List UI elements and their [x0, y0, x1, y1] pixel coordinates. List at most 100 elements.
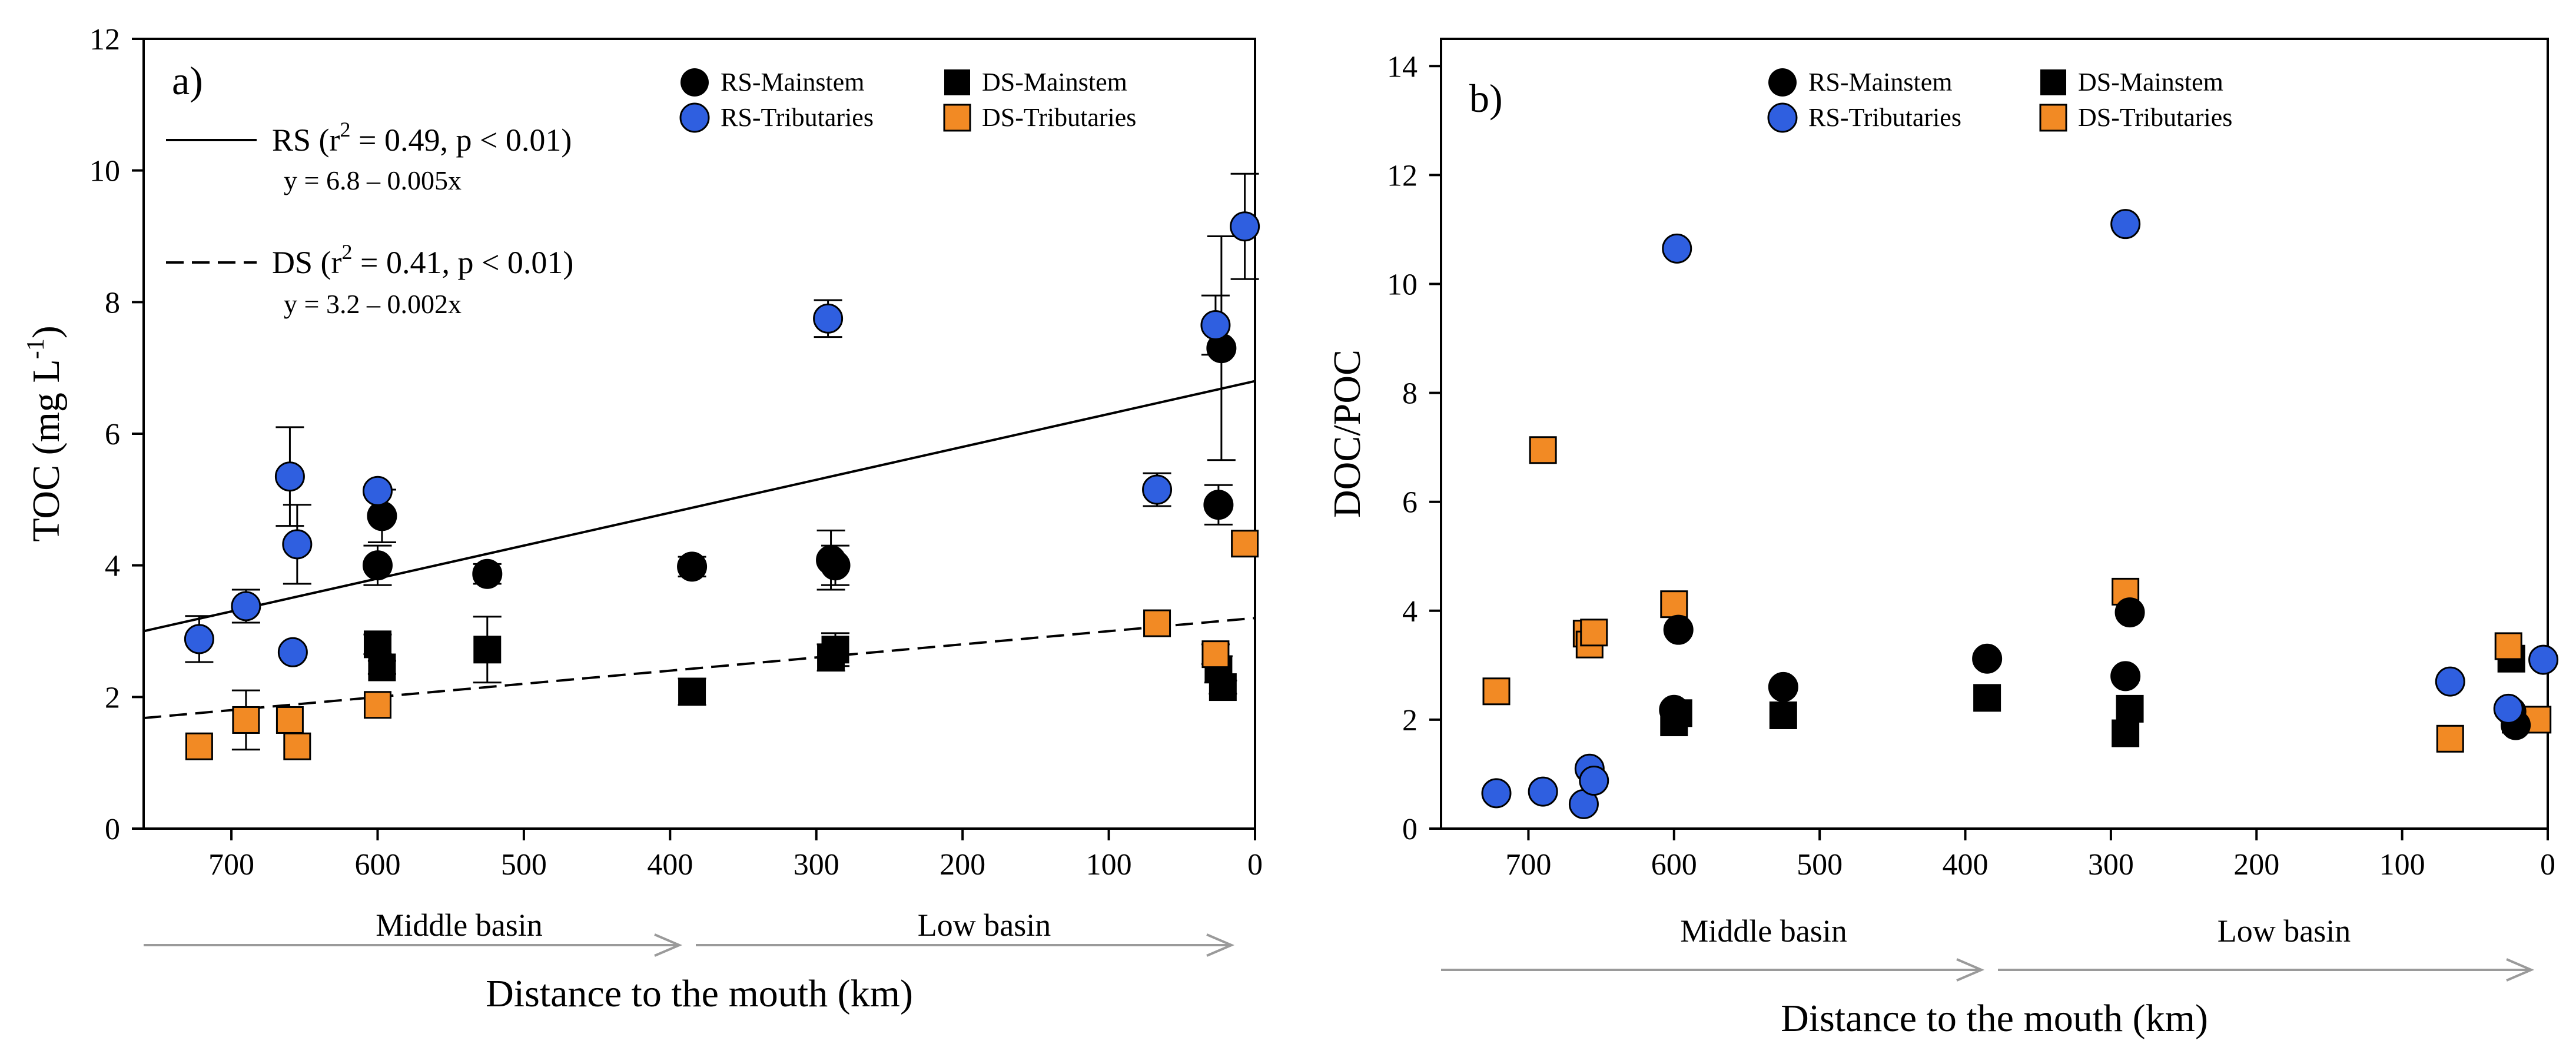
panel-b-x-axis-title: Distance to the mouth (km): [1781, 997, 2208, 1040]
legend-b-ds-tributaries-label: DS-Tributaries: [2078, 103, 2232, 132]
a-y-tick-label: 10: [89, 155, 120, 188]
regression-line-ds: [143, 617, 1256, 720]
data-point-ds-mainstem: [368, 653, 396, 681]
data-point-ds-tributaries: [1201, 640, 1230, 669]
data-point-rs-tributaries: [1481, 778, 1512, 809]
low-basin-label-b: Low basin: [2218, 913, 2351, 949]
panel-b-x-ticks: 700 600 500 400 300 200 100 0: [1505, 829, 2555, 882]
data-point-ds-tributaries: [363, 691, 391, 719]
middle-basin-label: Middle basin: [376, 907, 542, 943]
a-y-tick-label: 8: [105, 286, 120, 320]
data-point-rs-tributaries: [2110, 209, 2141, 240]
low-basin-arrowhead: [1206, 933, 1235, 957]
data-point-rs-tributaries: [1662, 233, 1692, 264]
data-point-rs-tributaries: [2528, 644, 2559, 675]
ds-fit-label: DS (r2 = 0.41, p < 0.01): [272, 240, 573, 280]
data-point-rs-mainstem: [2114, 597, 2145, 628]
data-point-ds-mainstem: [1973, 684, 2001, 712]
b-y-tick-label: 14: [1387, 50, 1418, 84]
legend-b-ds-mainstem-label: DS-Mainstem: [2078, 68, 2223, 97]
middle-basin-arrowhead: [654, 933, 683, 957]
data-point-rs-tributaries: [1579, 766, 1609, 796]
panel-a-basin-annotation: Middle basin Low basin: [144, 907, 1235, 957]
legend-ds-tributaries-marker: [943, 104, 971, 132]
data-point-ds-tributaries: [283, 732, 311, 760]
data-point-ds-tributaries: [1660, 590, 1688, 619]
legend-rs-tributaries-label: RS-Tributaries: [721, 103, 874, 132]
data-point-rs-tributaries: [231, 591, 261, 621]
data-point-rs-tributaries: [1200, 310, 1231, 340]
legend-rs-mainstem-label: RS-Mainstem: [721, 68, 864, 97]
data-point-rs-mainstem: [472, 558, 503, 589]
data-point-ds-tributaries: [1482, 677, 1511, 706]
data-point-rs-mainstem: [1203, 490, 1234, 520]
data-point-rs-tributaries: [274, 461, 305, 492]
panel-a-label: a): [172, 58, 203, 103]
panel-a-y-axis-title: TOC (mg L-1): [22, 325, 68, 541]
panel-b-data-points: [1481, 209, 2559, 819]
a-x-tick-label: 200: [940, 848, 985, 882]
b-x-tick-label: 500: [1797, 848, 1843, 882]
legend-ds-tributaries-label: DS-Tributaries: [982, 103, 1136, 132]
panel-a-toc-chart: 700 600 500 400 300 200 100 0 0 2 4 6 8 10 12 a) RS (…: [22, 23, 1263, 1015]
ds-equation: y = 3.2 – 0.002x: [284, 289, 462, 319]
b-y-tick-label: 8: [1402, 377, 1418, 411]
data-point-rs-tributaries: [813, 303, 844, 334]
data-point-rs-mainstem: [820, 550, 851, 581]
a-x-tick-label: 700: [208, 848, 254, 882]
data-point-ds-tributaries: [1231, 530, 1259, 558]
data-point-rs-mainstem: [1663, 614, 1694, 645]
rs-equation: y = 6.8 – 0.005x: [284, 165, 462, 195]
panel-a-rs-annotation: RS (r2 = 0.49, p < 0.01) y = 6.8 – 0.005…: [166, 118, 572, 195]
data-point-rs-tributaries: [277, 637, 308, 667]
legend-b-ds-tributaries-marker: [2039, 104, 2067, 132]
data-point-ds-tributaries: [232, 706, 260, 734]
a-x-tick-label: 600: [354, 848, 400, 882]
a-y-tick-label: 4: [105, 550, 120, 583]
legend-b-rs-mainstem-label: RS-Mainstem: [1808, 68, 1952, 97]
data-point-ds-mainstem: [473, 636, 502, 664]
panel-a-data-points: [184, 172, 1260, 760]
panel-b-y-ticks: 0 2 4 6 8 10 12 14: [1387, 50, 1441, 846]
middle-basin-arrowhead-b: [1956, 958, 1985, 982]
data-point-rs-mainstem: [1659, 694, 1689, 725]
a-x-tick-label: 400: [647, 848, 693, 882]
data-point-rs-mainstem: [2110, 661, 2141, 691]
b-x-tick-label: 0: [2540, 848, 2555, 882]
data-point-ds-mainstem: [821, 636, 849, 664]
data-point-ds-tributaries: [2436, 724, 2464, 753]
legend-b-rs-mainstem-marker: [1768, 68, 1797, 97]
legend-rs-mainstem-marker: [680, 68, 709, 97]
data-point-ds-mainstem: [2116, 694, 2144, 723]
panel-b-label: b): [1469, 76, 1503, 121]
data-point-ds-tributaries: [1580, 619, 1608, 647]
data-point-ds-mainstem: [2112, 719, 2140, 747]
legend-ds-mainstem-marker: [944, 69, 970, 95]
data-point-rs-mainstem: [367, 501, 397, 531]
panel-b-doc-poc-chart: 700 600 500 400 300 200 100 0 0 2 4 6 8 10 12 14 b) RS…: [1326, 38, 2559, 1040]
data-point-rs-mainstem: [677, 551, 708, 582]
data-point-rs-tributaries: [1230, 211, 1260, 242]
legend-ds-mainstem-label: DS-Mainstem: [982, 68, 1127, 97]
data-point-ds-tributaries: [1529, 436, 1557, 464]
legend-b-rs-tributaries-label: RS-Tributaries: [1808, 103, 1961, 132]
a-x-tick-label: 500: [501, 848, 547, 882]
data-point-rs-tributaries: [2493, 693, 2524, 724]
low-basin-label: Low basin: [918, 907, 1051, 943]
b-x-tick-label: 100: [2379, 848, 2425, 882]
b-y-tick-label: 12: [1387, 159, 1418, 192]
data-point-rs-tributaries: [282, 529, 313, 560]
b-x-tick-label: 200: [2233, 848, 2279, 882]
panel-b-plot-frame: [1440, 38, 2549, 830]
b-x-tick-label: 400: [1943, 848, 1989, 882]
data-point-ds-mainstem: [1209, 673, 1237, 701]
a-y-tick-label: 0: [105, 813, 120, 846]
a-x-tick-label: 0: [1247, 848, 1263, 882]
panel-a-y-ticks: 0 2 4 6 8 10 12: [89, 23, 144, 846]
middle-basin-label-b: Middle basin: [1680, 913, 1847, 949]
a-y-tick-label: 2: [105, 681, 120, 714]
panel-b-y-axis-title: DOC/POC: [1326, 350, 1369, 518]
b-y-tick-label: 6: [1402, 486, 1418, 520]
b-y-tick-label: 4: [1402, 595, 1418, 629]
panel-a-regression-lines: [143, 380, 1256, 720]
